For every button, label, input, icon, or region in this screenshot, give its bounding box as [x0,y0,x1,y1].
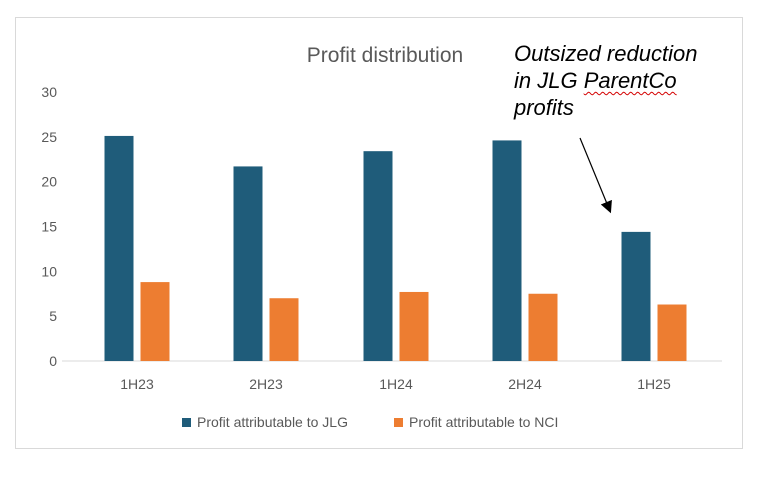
chart-title: Profit distribution [307,44,463,67]
legend-swatch-jlg [182,418,191,427]
y-tick-label: 10 [41,263,57,279]
bar-jlg [492,140,522,361]
annotation-line-2: in JLG ParentCo [514,67,744,94]
bar-nci [657,304,687,361]
x-tick-label: 1H23 [120,376,154,392]
annotation-line-2-prefix: in JLG [514,68,584,93]
legend: Profit attributable to JLG Profit attrib… [182,414,558,430]
x-tick-label: 2H24 [508,376,542,392]
x-axis-ticks: 1H23 2H23 1H24 2H24 1H25 [120,376,671,392]
legend-label-nci: Profit attributable to NCI [409,414,558,430]
x-tick-label: 1H24 [379,376,413,392]
y-axis-ticks: 0 5 10 15 20 25 30 [41,84,57,369]
annotation-arrow [579,137,612,214]
bar-jlg [363,151,393,361]
x-tick-label: 2H23 [249,376,283,392]
bar-nci [140,282,170,361]
bar-nci [269,298,299,361]
bar-nci [399,291,429,361]
bar-jlg [621,231,651,361]
annotation-line-3: profits [514,95,574,120]
y-tick-label: 15 [41,219,57,235]
y-tick-label: 30 [41,84,57,100]
annotation-line-1: Outsized reduction [514,41,698,66]
y-tick-label: 5 [49,308,57,324]
bars [104,135,687,361]
legend-label-jlg: Profit attributable to JLG [197,414,348,430]
bar-nci [528,293,558,361]
x-tick-label: 1H25 [637,376,671,392]
annotation-marked-word: ParentCo [583,68,677,93]
y-tick-label: 20 [41,174,57,190]
legend-swatch-nci [394,418,403,427]
bar-jlg [104,135,134,361]
bar-jlg [233,166,263,361]
annotation-text: Outsized reduction in JLG ParentCo profi… [514,40,744,121]
y-tick-label: 0 [49,353,57,369]
y-tick-label: 25 [41,129,57,145]
